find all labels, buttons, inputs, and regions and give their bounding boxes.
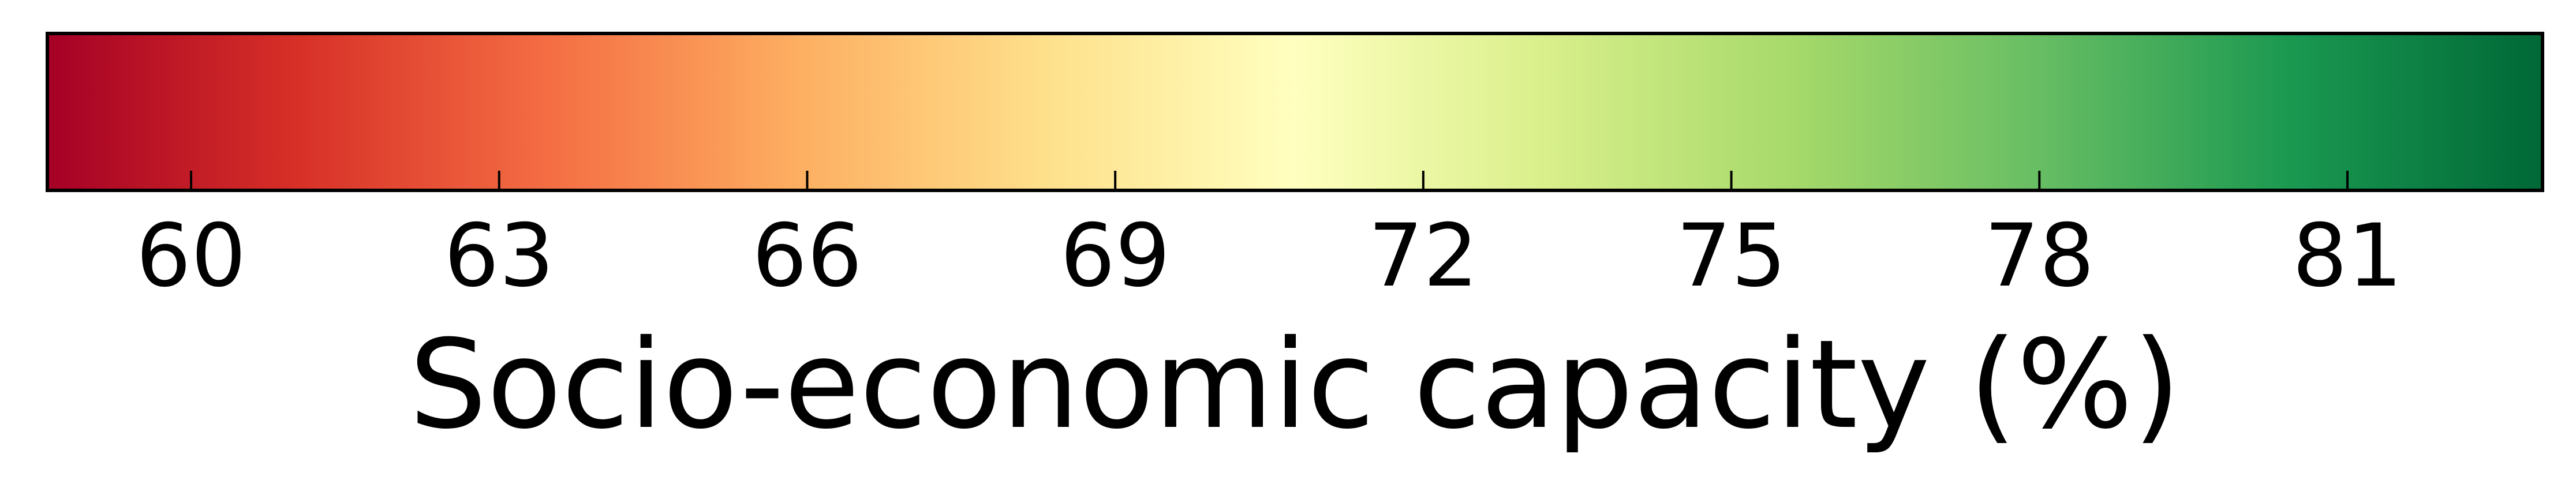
tick-label-72: 72	[1368, 206, 1478, 306]
tick-label-69: 69	[1060, 206, 1171, 306]
tick-labels: 60 63 66 69 72 75 78 81	[136, 206, 2403, 306]
colorbar-gradient	[47, 33, 2543, 190]
axis-title: Socio-economic capacity (%)	[409, 313, 2181, 456]
tick-label-60: 60	[136, 206, 246, 306]
tick-label-63: 63	[444, 206, 554, 306]
colorbar-frame	[46, 32, 2544, 192]
tick-marks	[190, 171, 2349, 190]
tick-label-75: 75	[1676, 206, 1786, 306]
tick-label-81: 81	[2293, 206, 2403, 306]
tick-label-78: 78	[1984, 206, 2095, 306]
tick-label-66: 66	[752, 206, 862, 306]
